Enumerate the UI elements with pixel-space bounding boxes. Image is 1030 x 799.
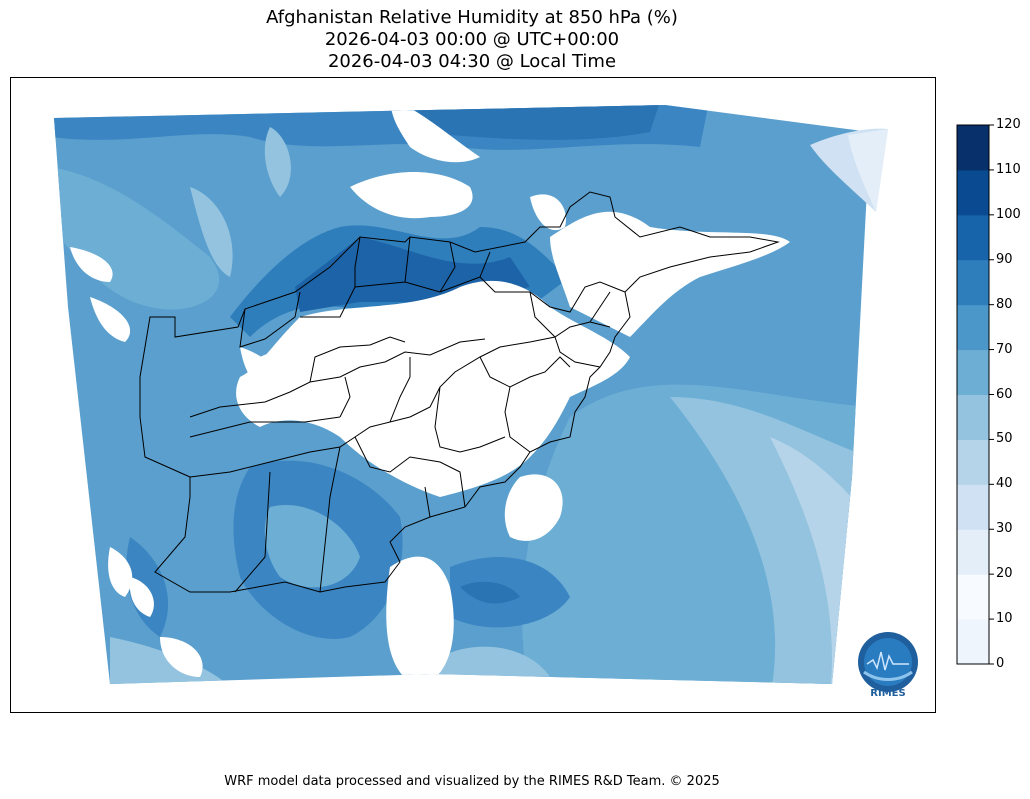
map-subtitle-local: 2026-04-03 04:30 @ Local Time: [327, 51, 617, 72]
humidity-map: [10, 77, 936, 713]
colorbar-tick-label: 60: [996, 386, 1013, 402]
humidity-field: [54, 105, 870, 684]
colorbar-segment: [957, 169, 989, 216]
colorbar-tick-label: 50: [996, 431, 1013, 447]
colorbar-tick-label: 110: [996, 161, 1021, 177]
colorbar-tick-label: 20: [996, 566, 1013, 582]
colorbar: [956, 124, 994, 665]
map-subtitle-utc: 2026-04-03 00:00 @ UTC+00:00: [324, 29, 620, 50]
colorbar-tick-label: 100: [996, 206, 1021, 222]
colorbar-tick-label: 40: [996, 476, 1013, 492]
colorbar-segment: [957, 439, 989, 485]
footer-credit: WRF model data processed and visualized …: [224, 774, 720, 789]
colorbar-segment: [957, 394, 989, 440]
colorbar-tick-label: 70: [996, 341, 1013, 357]
colorbar-segment: [957, 574, 989, 620]
colorbar-segment: [957, 125, 989, 171]
colorbar-tick-label: 30: [996, 521, 1013, 537]
colorbar-tick-label: 120: [996, 117, 1021, 132]
colorbar-tick-label: 0: [996, 656, 1005, 671]
colorbar-segment: [957, 619, 989, 665]
logo-text: RIMES: [870, 688, 905, 699]
colorbar-tick-label: 90: [996, 251, 1013, 267]
admin-borders: [139, 191, 780, 593]
colorbar-tick-label: 80: [996, 296, 1013, 312]
humidity-patch-northeast: [810, 128, 888, 212]
colorbar-tick-label: 10: [996, 611, 1013, 627]
colorbar-segment: [957, 304, 989, 351]
rimes-logo: RIMES: [858, 632, 918, 699]
colorbar-segment: [957, 349, 989, 395]
map-title: Afghanistan Relative Humidity at 850 hPa…: [266, 7, 678, 28]
colorbar-segment: [957, 214, 989, 261]
colorbar-segment: [957, 259, 989, 306]
colorbar-segment: [957, 484, 989, 530]
colorbar-segment: [957, 529, 989, 575]
